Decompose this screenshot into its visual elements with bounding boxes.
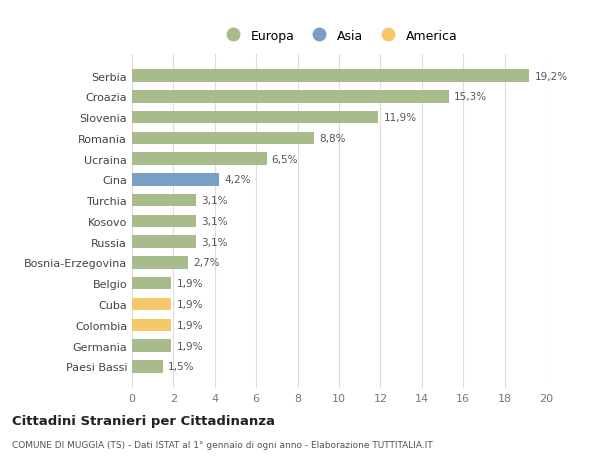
Text: 11,9%: 11,9% (383, 113, 416, 123)
Text: Cittadini Stranieri per Cittadinanza: Cittadini Stranieri per Cittadinanza (12, 414, 275, 428)
Bar (132, 174, 219, 186)
Text: 3,1%: 3,1% (202, 217, 228, 226)
Bar (132, 298, 172, 311)
Text: 19,2%: 19,2% (535, 72, 568, 81)
Bar (132, 340, 172, 352)
Text: 15,3%: 15,3% (454, 92, 487, 102)
Text: 2,7%: 2,7% (193, 258, 220, 268)
Text: 1,9%: 1,9% (176, 341, 203, 351)
Bar (132, 153, 266, 166)
Bar (132, 319, 172, 331)
Bar (132, 215, 196, 228)
Bar (132, 257, 188, 269)
Text: 3,1%: 3,1% (202, 196, 228, 206)
Text: 4,2%: 4,2% (224, 175, 251, 185)
Text: COMUNE DI MUGGIA (TS) - Dati ISTAT al 1° gennaio di ogni anno - Elaborazione TUT: COMUNE DI MUGGIA (TS) - Dati ISTAT al 1°… (12, 441, 433, 449)
Bar (132, 360, 163, 373)
Bar (132, 112, 379, 124)
Text: 1,5%: 1,5% (168, 362, 195, 371)
Bar (132, 277, 172, 290)
Bar (132, 132, 314, 145)
Text: 6,5%: 6,5% (272, 154, 298, 164)
Text: 1,9%: 1,9% (176, 279, 203, 289)
Legend: Europa, Asia, America: Europa, Asia, America (215, 25, 463, 48)
Text: 3,1%: 3,1% (202, 237, 228, 247)
Bar (132, 236, 196, 248)
Bar (132, 91, 449, 103)
Text: 1,9%: 1,9% (176, 299, 203, 309)
Text: 1,9%: 1,9% (176, 320, 203, 330)
Text: 8,8%: 8,8% (319, 134, 346, 144)
Bar (132, 70, 529, 83)
Bar (132, 195, 196, 207)
